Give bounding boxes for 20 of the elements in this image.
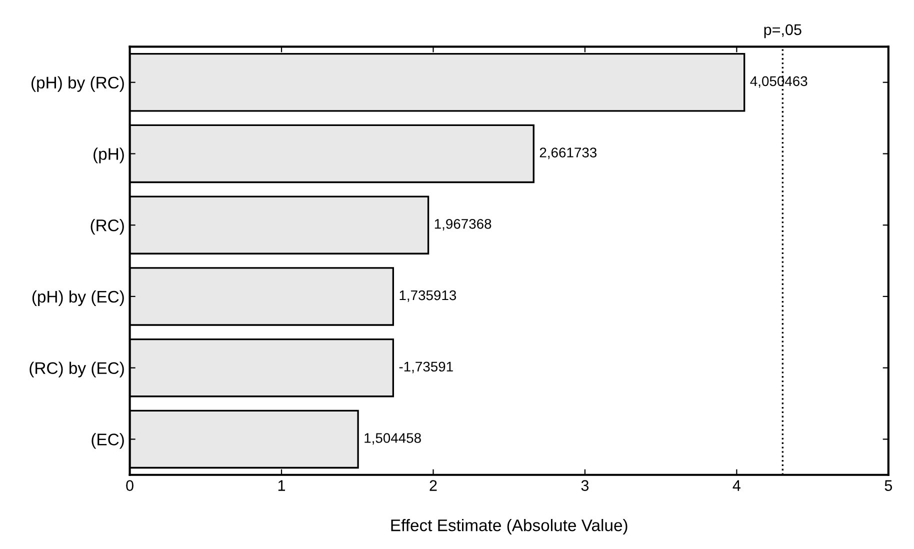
y-tick-label: (RC) by (EC) [30,362,124,378]
data-label: 1,967368 [434,218,492,230]
data-label: 1,504458 [364,433,421,445]
y-tick-label: (pH) by (EC) [32,290,124,306]
x-tick-label: 2 [430,480,437,491]
x-tick-label: 0 [126,480,134,491]
data-label: 4,050463 [750,76,808,88]
x-axis-title: Effect Estimate (Absolute Value) [391,518,628,535]
data-label: -1,73591 [399,362,453,374]
x-tick-label: 1 [278,480,286,491]
y-tick-label: (EC) [92,433,124,449]
y-tick-label: (RC) [90,219,124,235]
data-label: 1,735913 [400,290,456,302]
y-tick-label: (pH) by (RC) [32,76,124,92]
data-label: 2,661733 [540,148,597,160]
y-tick-label: (pH) [94,148,124,164]
x-tick-label: 5 [884,480,892,491]
x-tick-label: 4 [732,480,740,491]
ref-line-label: p=,05 [764,24,802,38]
x-tick-label: 3 [581,480,589,491]
